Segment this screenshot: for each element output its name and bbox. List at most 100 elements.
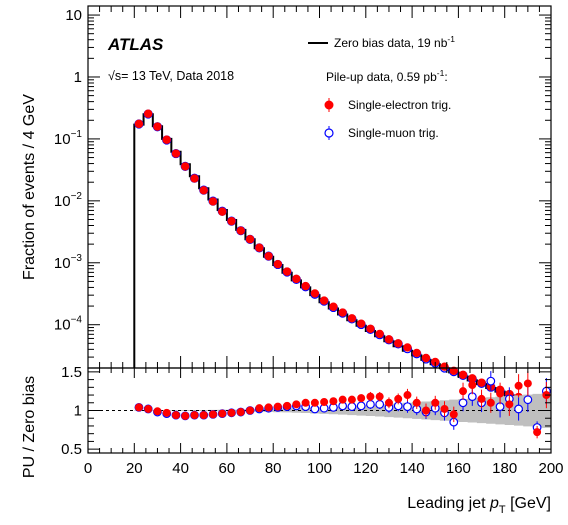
electron-point <box>421 353 431 363</box>
legend-electron-label: Single-electron trig. <box>348 98 451 112</box>
legend: Zero bias data, 19 nb-1 Pile-up data, 0.… <box>308 34 455 140</box>
electron-point <box>412 348 421 358</box>
electron-ratio-point <box>218 409 227 418</box>
legend-pileup-header: Pile-up data, 0.59 pb-1: <box>326 68 448 84</box>
x-tick-label: 140 <box>400 460 425 477</box>
electron-ratio-point <box>246 406 255 415</box>
x-axis-title-var: p <box>489 495 499 512</box>
electron-ratio-point <box>329 397 338 406</box>
legend-pileup-tail: : <box>444 70 447 84</box>
electron-point <box>356 319 366 328</box>
electron-point <box>458 370 468 380</box>
legend-muon-marker <box>324 128 334 138</box>
electron-ratio-point <box>134 403 143 412</box>
electron-point <box>366 324 375 333</box>
electron-point <box>134 119 144 129</box>
y-tick-label-base: 10 <box>54 131 71 148</box>
electron-ratio-point <box>338 395 347 404</box>
legend-electron-marker <box>324 100 334 110</box>
legend-pileup-sup: -1 <box>437 68 445 78</box>
electron-point <box>171 149 181 158</box>
electron-point <box>449 366 458 376</box>
electron-ratio-point <box>375 392 384 401</box>
zero-bias-histogram <box>133 113 551 411</box>
electron-point <box>319 296 329 305</box>
legend-muon-label: Single-muon trig. <box>348 126 439 140</box>
electron-point <box>375 329 384 339</box>
x-axis-title-main: Leading jet <box>407 495 490 512</box>
ratio-plot-panel: 1.5 1 0.5 0 20 40 60 80 100 120 140 160 180 200 <box>61 364 563 477</box>
electron-point <box>181 162 190 171</box>
ratio-y-axis-title: PU / Zero bias <box>21 376 38 478</box>
muon-ratio-point <box>403 402 412 412</box>
x-tick-label: 180 <box>492 460 517 477</box>
electron-point <box>245 235 255 244</box>
electron-point <box>329 302 338 311</box>
electron-ratio-point <box>153 407 162 416</box>
electron-ratio-point <box>292 400 301 409</box>
ratio-y-tick-label: 1 <box>74 403 82 420</box>
x-tick-label: 120 <box>353 460 378 477</box>
muon-ratio-point <box>523 395 533 405</box>
x-tick-label: 40 <box>172 460 189 477</box>
electron-point <box>301 281 310 291</box>
muon-ratio-point <box>356 401 366 411</box>
electron-ratio-point <box>421 406 430 415</box>
y-tick-label: 10−3 <box>54 253 83 272</box>
experiment-label: ATLAS <box>107 35 164 54</box>
electron-ratio-point <box>366 392 375 401</box>
electron-point <box>255 243 264 252</box>
legend-zero-bias-sup: -1 <box>447 34 455 44</box>
electron-ratio-point <box>449 410 458 419</box>
electron-point <box>199 186 208 195</box>
muon-ratio-point <box>366 399 375 409</box>
x-tick-label: 0 <box>84 460 92 477</box>
electron-point <box>273 259 283 269</box>
electron-ratio-point <box>514 381 523 390</box>
electron-point <box>282 267 292 276</box>
electron-ratio-point <box>209 410 218 419</box>
electron-ratio-point <box>477 394 486 403</box>
electron-point <box>477 378 486 387</box>
electron-ratio-point <box>440 404 449 413</box>
electron-ratio-point <box>523 379 532 388</box>
y-tick-label: 10 <box>65 7 82 24</box>
x-axis-title-sub: T <box>499 504 506 516</box>
electron-ratio-point <box>255 404 264 413</box>
x-tick-label: 80 <box>265 460 282 477</box>
electron-ratio-point <box>533 428 542 437</box>
y-tick-label-exponent: −3 <box>71 253 83 264</box>
muon-ratio-point <box>514 404 523 414</box>
legend-pileup-text: Pile-up data, 0.59 pb <box>326 70 437 84</box>
electron-point <box>227 216 236 226</box>
electron-point <box>384 335 394 344</box>
x-tick-label: 60 <box>219 460 236 477</box>
electron-ratio-point <box>301 398 310 407</box>
electron-ratio-point <box>190 411 199 420</box>
electron-ratio-point <box>236 408 245 417</box>
main-plot-frame <box>87 5 552 369</box>
electron-ratio-point <box>273 402 282 411</box>
electron-ratio-point <box>431 398 440 407</box>
legend-zero-bias-label: Zero bias data, 19 nb-1 <box>334 34 455 50</box>
electron-ratio-point <box>227 408 236 417</box>
electron-point <box>208 197 218 206</box>
y-tick-label-base: 10 <box>54 193 71 210</box>
electron-ratio-point <box>199 411 208 420</box>
electron-ratio-point <box>403 391 412 400</box>
electron-point <box>347 314 357 323</box>
x-tick-label: 100 <box>307 460 332 477</box>
electron-ratio-point <box>468 380 477 389</box>
electron-ratio-point <box>347 395 356 404</box>
y-tick-label: 10−4 <box>54 315 83 334</box>
electron-ratio-point <box>283 401 292 410</box>
x-tick-label: 20 <box>126 460 143 477</box>
electron-point <box>236 226 245 235</box>
electron-ratio-point <box>505 400 514 409</box>
electron-ratio-point <box>320 397 329 406</box>
electron-point <box>264 251 273 261</box>
y-tick-label: 1 <box>74 69 82 86</box>
electron-point <box>153 122 162 131</box>
